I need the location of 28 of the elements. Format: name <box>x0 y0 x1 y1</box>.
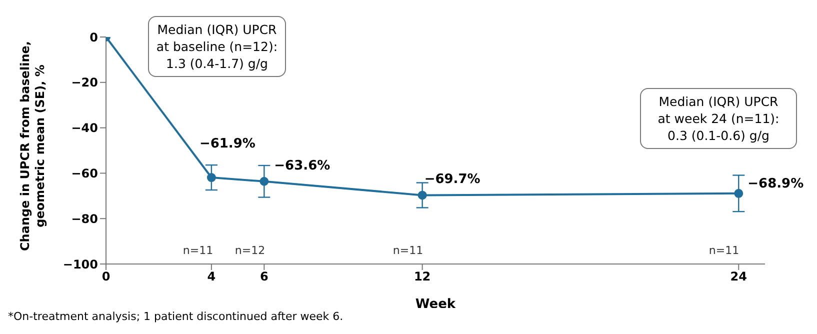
data-label: −61.9% <box>199 136 256 152</box>
x-tick-label: 0 <box>102 270 110 284</box>
x-tick-label: 12 <box>414 270 431 284</box>
point <box>206 173 216 182</box>
annotation: n=11 <box>182 244 214 257</box>
data-label: −68.9% <box>748 176 804 192</box>
x-tick-label: 4 <box>207 270 216 284</box>
data-label: −63.6% <box>274 158 330 174</box>
y-tick-label: −40 <box>71 121 98 136</box>
y-tick-label: −60 <box>71 166 98 180</box>
point <box>418 190 427 200</box>
annotation: n=11 <box>392 244 424 257</box>
y-tick-label: −100 <box>62 257 98 272</box>
point <box>734 188 744 198</box>
annotation: Median (IQR) UPCR at week 24 (n=11): 0.3 (0.1-0.6) g/g <box>640 88 797 149</box>
y-tick-label: 0 <box>90 30 98 44</box>
annotation: Median (IQR) UPCR at baseline (n=12): 1.3 (0.4-1.7) g/g <box>148 16 286 77</box>
y-tick-label: −80 <box>71 212 98 226</box>
x-tick-label: 24 <box>730 270 747 284</box>
annotation: n=12 <box>234 244 266 257</box>
x-tick-label: 6 <box>260 270 268 284</box>
x-axis-title: Week <box>415 297 456 312</box>
y-axis-title: Change in UPCR from baseline, geometric mean (SE), % <box>18 40 48 253</box>
data-label: −69.7% <box>424 172 480 188</box>
text: *On-treatment analysis; 1 patient discontinued after week 6. <box>8 310 344 323</box>
y-tick-label: −20 <box>71 76 98 90</box>
annotation: n=11 <box>708 244 740 257</box>
point <box>260 176 269 186</box>
